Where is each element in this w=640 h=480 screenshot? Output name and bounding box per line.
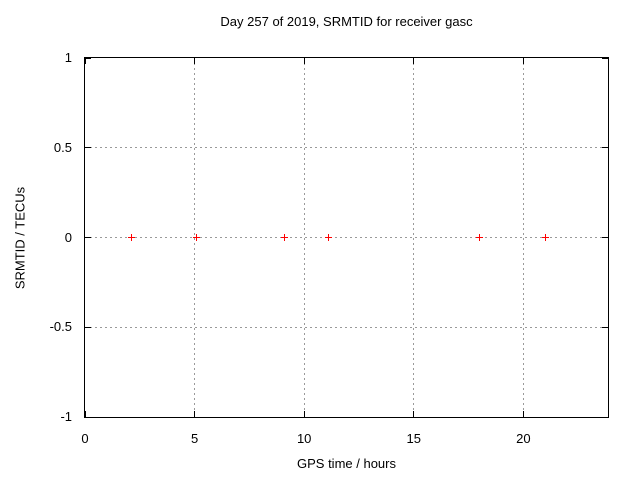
- data-point-marker: [193, 234, 201, 241]
- y-tick-label: 1: [64, 50, 72, 65]
- data-point-marker: [280, 234, 288, 241]
- x-tick-mark-top: [194, 58, 196, 64]
- x-tick-mark-bottom: [413, 411, 415, 417]
- x-tick-mark-bottom: [194, 411, 196, 417]
- x-tick-label: 0: [81, 431, 89, 446]
- y-tick-mark-right: [602, 57, 608, 59]
- data-point-marker: [541, 234, 549, 241]
- chart-title: Day 257 of 2019, SRMTID for receiver gas…: [220, 14, 473, 29]
- plot-area: [84, 57, 609, 418]
- x-tick-mark-bottom: [84, 411, 86, 417]
- x-axis-label: GPS time / hours: [297, 456, 396, 471]
- x-tick-label: 15: [406, 431, 422, 446]
- y-tick-mark-left: [85, 416, 91, 418]
- y-tick-mark-right: [602, 237, 608, 238]
- y-tick-mark-left: [85, 147, 91, 149]
- x-tick-label: 10: [296, 431, 312, 446]
- x-tick-label: 20: [516, 431, 531, 446]
- data-point-marker: [324, 234, 332, 241]
- y-tick-mark-right: [602, 147, 608, 149]
- x-tick-mark-bottom: [303, 411, 305, 417]
- y-tick-label: -1: [60, 409, 72, 424]
- data-point-marker: [127, 234, 135, 241]
- x-tick-mark-top: [522, 58, 524, 64]
- y-tick-mark-right: [602, 416, 608, 418]
- y-tick-mark-left: [85, 237, 91, 238]
- y-gridline: [85, 147, 608, 149]
- x-tick-mark-top: [413, 58, 415, 64]
- y-tick-label: 0: [64, 229, 72, 245]
- y-tick-mark-right: [602, 326, 608, 328]
- y-tick-mark-left: [85, 57, 91, 59]
- y-tick-label: -0.5: [49, 319, 72, 335]
- y-tick-label: 0.5: [53, 139, 72, 155]
- x-tick-mark-top: [303, 58, 305, 64]
- data-point-marker: [476, 234, 484, 241]
- y-gridline: [85, 326, 608, 328]
- y-gridline: [85, 237, 608, 238]
- x-tick-mark-bottom: [522, 411, 524, 417]
- x-tick-label: 5: [190, 431, 199, 446]
- y-tick-mark-left: [85, 326, 91, 328]
- x-tick-mark-top: [84, 58, 86, 64]
